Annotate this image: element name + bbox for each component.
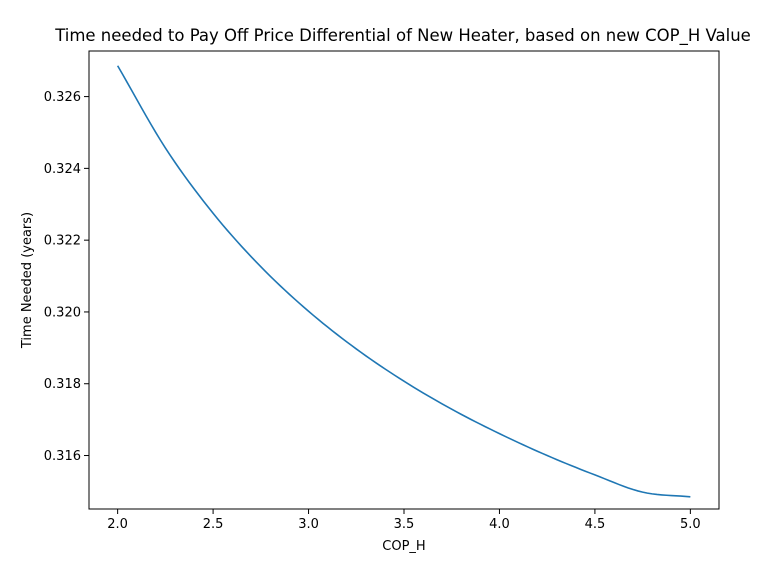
x-tick-label: 3.5 (394, 517, 415, 532)
y-tick-label: 0.320 (44, 305, 81, 320)
y-tick-label: 0.322 (44, 234, 81, 249)
x-tick-label: 4.5 (585, 517, 606, 532)
y-tick-label: 0.324 (44, 162, 81, 177)
series-line (116, 65, 691, 498)
x-tick-label: 2.5 (203, 517, 224, 532)
y-axis: 0.316 0.318 0.320 0.322 0.324 0.326 (44, 90, 89, 464)
y-tick-label: 0.316 (44, 449, 81, 464)
plot-frame (88, 50, 720, 510)
x-tick-label: 4.0 (489, 517, 510, 532)
y-tick-label: 0.326 (44, 90, 81, 105)
y-tick-label: 0.318 (44, 377, 81, 392)
x-tick-label: 2.0 (107, 517, 128, 532)
x-axis-label: COP_H (382, 539, 425, 554)
x-tick-label: 5.0 (680, 517, 701, 532)
chart-title: Time needed to Pay Off Price Differentia… (54, 26, 751, 46)
x-axis: 2.0 2.5 3.0 3.5 4.0 4.5 5.0 (107, 509, 701, 532)
plot-area (116, 65, 691, 498)
y-axis-label: Time Needed (years) (20, 212, 35, 349)
x-tick-label: 3.0 (298, 517, 319, 532)
